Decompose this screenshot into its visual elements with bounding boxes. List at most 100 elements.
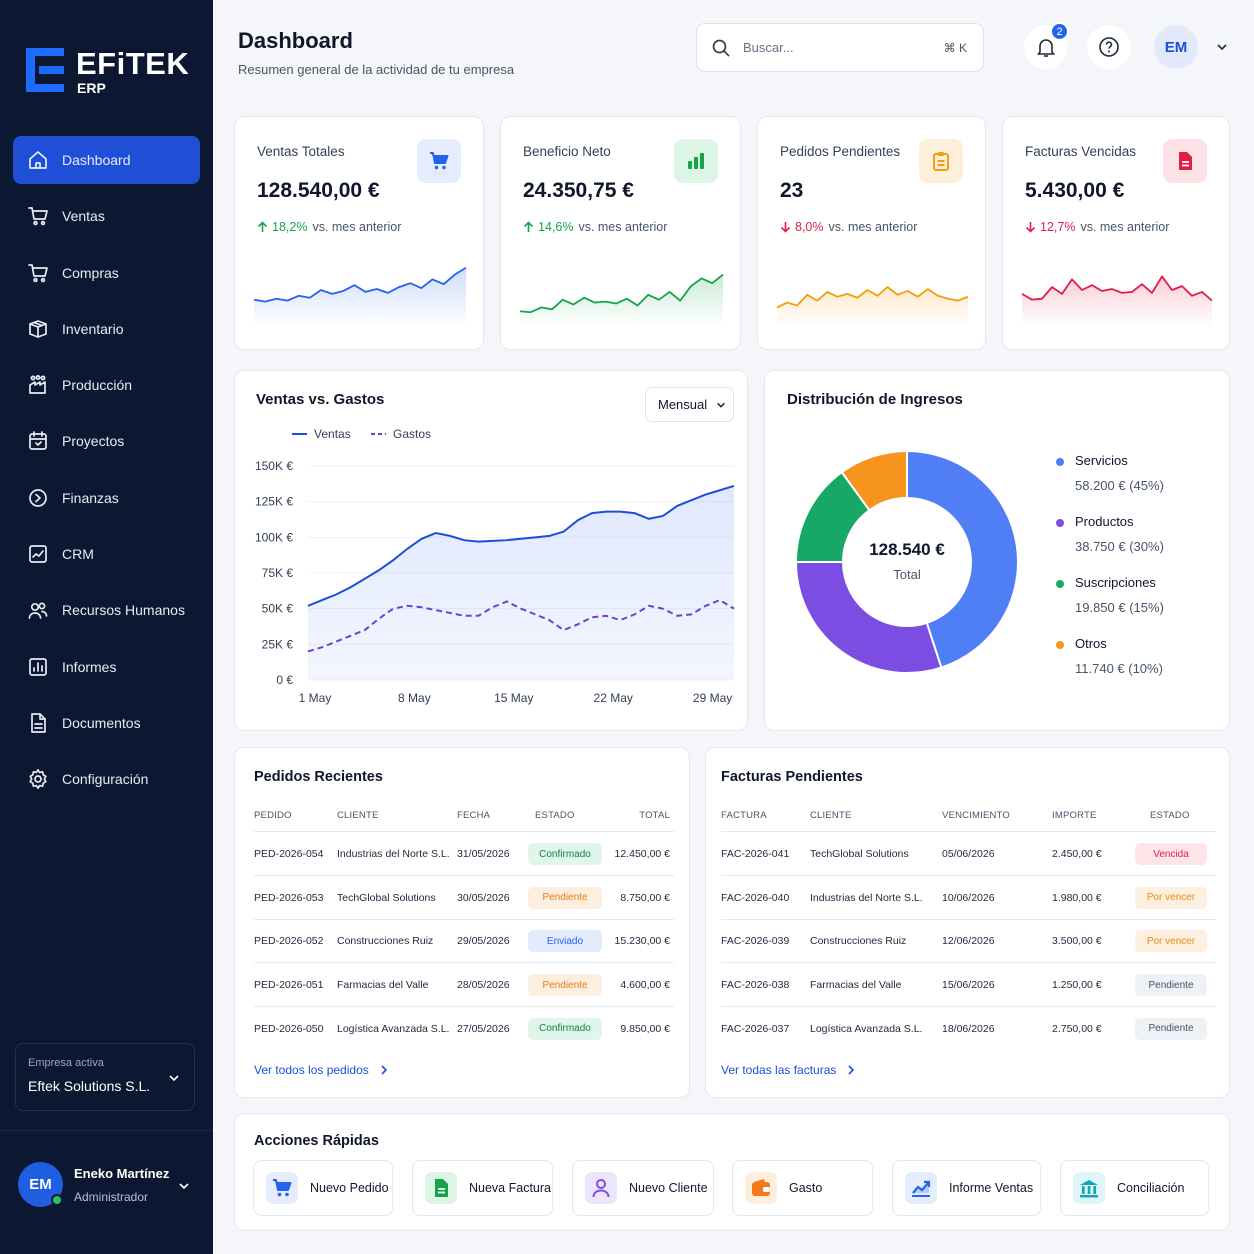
sidebar-item-inventario[interactable]: Inventario <box>13 305 200 353</box>
chevron-down-icon <box>717 402 726 408</box>
view-all-invoices-label: Ver todas las facturas <box>721 1063 837 1077</box>
brand-logo[interactable]: EFiTEK ERP <box>26 46 196 98</box>
table-header: VENCIMIENTO <box>942 810 1011 821</box>
help-button[interactable] <box>1087 25 1131 69</box>
sparkline-line <box>253 266 467 303</box>
status-badge: Confirmado <box>528 843 602 865</box>
table-cell: Construcciones Ruiz <box>810 935 907 948</box>
kpi-value: 23 <box>780 179 804 202</box>
kpi-card-1[interactable]: Ventas Totales 128.540,00 € 18,2% vs. mes… <box>234 116 484 350</box>
x-tick-label: 1 May <box>299 691 332 705</box>
notification-badge: 2 <box>1050 22 1069 41</box>
quick-action-icon-badge <box>905 1172 937 1204</box>
cart-icon <box>273 1179 292 1197</box>
quick-action-gasto[interactable]: Gasto <box>732 1160 873 1216</box>
ventas-series-line <box>307 485 735 607</box>
quick-action-label: Nuevo Pedido <box>310 1181 389 1195</box>
donut-slice-otros[interactable] <box>840 449 908 512</box>
legend-dot <box>1056 519 1064 527</box>
table-cell: 10/06/2026 <box>942 891 995 904</box>
kpi-sparkline <box>253 266 467 327</box>
kpi-card-2[interactable]: Beneficio Neto 24.350,75 € 14,6% vs. mes … <box>500 116 741 350</box>
view-all-invoices-link[interactable]: Ver todas las facturas <box>721 1063 856 1077</box>
header-avatar[interactable]: EM <box>1154 25 1198 69</box>
legend-label: Servicios <box>1075 453 1128 468</box>
y-tick-label: 0 € <box>276 673 293 687</box>
search-input[interactable]: Buscar... ⌘ K <box>696 23 984 72</box>
kpi-card-4[interactable]: Facturas Vencidas 5.430,00 € 12,7% vs. me… <box>1002 116 1230 350</box>
brand-sub: ERP <box>77 80 106 96</box>
sidebar-item-finanzas[interactable]: Finanzas <box>13 474 200 522</box>
user-menu[interactable]: EM Eneko Martínez Administrador <box>18 1162 198 1208</box>
legend-item-suscripciones: Suscripciones 19.850 € (15%) <box>1075 575 1164 615</box>
gear-icon <box>29 769 47 790</box>
table-cell: Industrias del Norte S.L. <box>337 848 450 860</box>
sidebar-item-dashboard[interactable]: Dashboard <box>13 136 200 184</box>
clipboard-icon <box>933 152 949 171</box>
chevron-down-icon <box>169 1075 179 1082</box>
table-cell: Industrias del Norte S.L. <box>810 891 923 904</box>
status-badge: Confirmado <box>528 1017 602 1040</box>
row-divider <box>254 918 674 920</box>
donut-center-value: 128.540 € <box>869 540 945 559</box>
sidebar-item-proyectos[interactable]: Proyectos <box>13 417 200 465</box>
sidebar-item-recursos-humanos[interactable]: Recursos Humanos <box>13 586 200 634</box>
sales-vs-expenses-card: Ventas vs. Gastos Mensual Ventas Gastos 15… <box>234 370 748 731</box>
sidebar-item-crm[interactable]: CRM <box>13 530 200 578</box>
kpi-change-suffix: vs. mes anterior <box>828 220 918 234</box>
kpi-change-percent: 8,0% <box>795 220 824 234</box>
income-distribution-card: Distribución de Ingresos 128.540 € Total… <box>764 370 1230 731</box>
page-title: Dashboard <box>238 28 353 53</box>
sidebar-item-produccion[interactable]: Producción <box>13 361 200 409</box>
table-header: CLIENTE <box>337 810 379 821</box>
invoices-table: FACTURA CLIENTE VENCIMIENTO IMPORTE ESTADO FA… <box>721 810 1216 1050</box>
quick-action-informe-ventas[interactable]: Informe Ventas <box>892 1160 1041 1216</box>
legend-amount: 58.200 € (45%) <box>1075 478 1164 493</box>
table-cell: PED-2026-053 <box>254 891 324 904</box>
quick-action-nueva-factura[interactable]: Nueva Factura <box>412 1160 553 1216</box>
company-value: Eftek Solutions S.L. <box>28 1078 151 1094</box>
sparkline-area <box>777 287 968 327</box>
sidebar-item-informes[interactable]: Informes <box>13 643 200 691</box>
sidebar-item-ventas[interactable]: Ventas <box>13 192 200 240</box>
chevron-down-icon <box>179 1183 189 1190</box>
table-header: TOTAL <box>639 810 670 821</box>
table-cell: Logística Avanzada S.L. <box>337 1022 450 1035</box>
y-tick-label: 75K € <box>262 566 294 580</box>
table-cell: 9.850,00 € <box>620 1022 670 1035</box>
sidebar-item-label: Configuración <box>62 771 149 788</box>
trend-icon <box>912 1180 931 1197</box>
sidebar-divider <box>0 1130 213 1131</box>
table-header: ESTADO <box>535 810 575 821</box>
quick-action-conciliacion[interactable]: Conciliación <box>1060 1160 1209 1216</box>
kpi-sparkline <box>1021 275 1213 327</box>
status-badge: Por vencer <box>1135 930 1207 953</box>
table-cell: 1.250,00 € <box>1052 979 1102 992</box>
quick-action-nuevo-pedido[interactable]: Nuevo Pedido <box>253 1160 393 1216</box>
document-icon <box>31 713 46 733</box>
quick-action-nuevo-cliente[interactable]: Nuevo Cliente <box>572 1160 714 1216</box>
table-cell: 05/06/2026 <box>942 848 995 860</box>
donut-slice-productos[interactable] <box>794 561 943 674</box>
user-name: Eneko Martínez <box>74 1166 170 1181</box>
sidebar-item-configuracion[interactable]: Configuración <box>13 755 200 803</box>
row-divider <box>254 1006 674 1008</box>
chevron-down-icon[interactable] <box>1216 41 1228 53</box>
quick-action-icon-badge <box>266 1172 298 1204</box>
period-select[interactable]: Mensual <box>645 387 734 422</box>
sparkline-line <box>1021 275 1213 302</box>
view-all-orders-link[interactable]: Ver todos los pedidos <box>254 1063 389 1077</box>
donut-slice-servicios[interactable] <box>906 449 1019 669</box>
pending-invoices-card: Facturas Pendientes FACTURA CLIENTE VENCIM… <box>705 747 1230 1098</box>
orders-title: Pedidos Recientes <box>254 769 383 785</box>
sidebar-item-compras[interactable]: Compras <box>13 249 200 297</box>
sidebar-item-documentos[interactable]: Documentos <box>13 699 200 747</box>
factory-icon <box>29 375 46 395</box>
company-selector[interactable]: Empresa activa Eftek Solutions S.L. <box>15 1043 195 1111</box>
table-header: PEDIDO <box>254 810 292 821</box>
donut-title: Distribución de Ingresos <box>787 391 963 408</box>
table-cell: 3.500,00 € <box>1052 935 1102 948</box>
table-cell: 4.600,00 € <box>620 979 670 992</box>
kpi-card-3[interactable]: Pedidos Pendientes 23 8,0% vs. mes anteri… <box>757 116 986 350</box>
x-tick-label: 8 May <box>398 691 431 705</box>
